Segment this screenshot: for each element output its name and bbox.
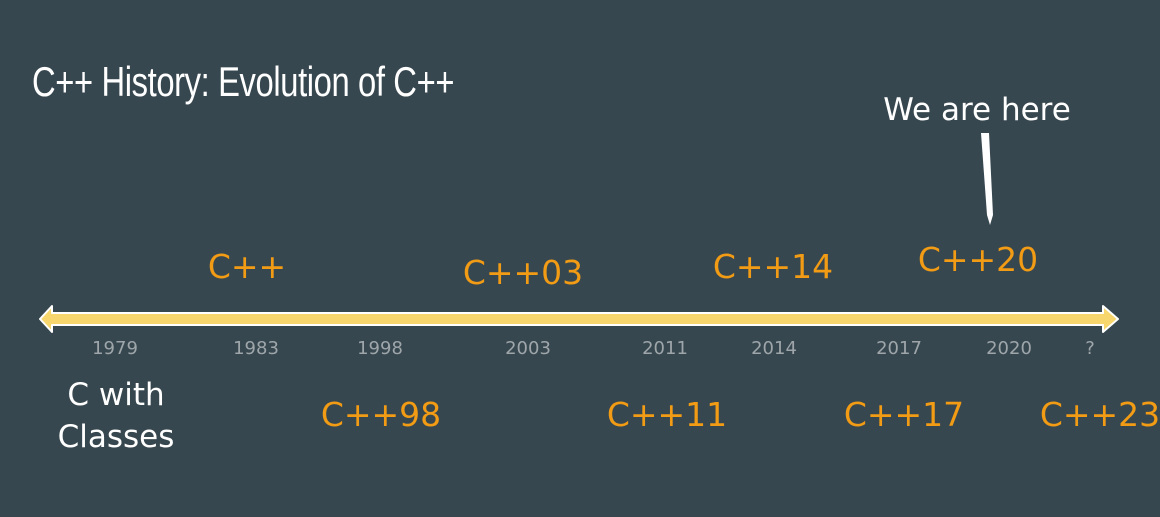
- year-future: ?: [1085, 338, 1095, 359]
- year-2011: 2011: [642, 338, 688, 359]
- page-title: C++ History: Evolution of C++: [32, 58, 455, 105]
- version-cpp03: C++03: [462, 253, 584, 292]
- we-are-here-pointer: [981, 133, 993, 225]
- version-cpp: C++: [207, 247, 287, 286]
- version-cpp98: C++98: [320, 395, 442, 434]
- version-cpp20: C++20: [917, 240, 1039, 279]
- year-1979: 1979: [92, 338, 138, 359]
- year-2003: 2003: [505, 338, 551, 359]
- year-1998: 1998: [357, 338, 403, 359]
- timeline-arrow: [39, 305, 1119, 333]
- version-cpp17: C++17: [843, 395, 965, 434]
- we-are-here-label: We are here: [883, 92, 1071, 128]
- version-cpp23: C++23: [1039, 395, 1160, 434]
- origin-line-1: C with: [67, 377, 165, 413]
- origin-line-2: Classes: [57, 419, 175, 455]
- year-2020: 2020: [986, 338, 1032, 359]
- year-1983: 1983: [233, 338, 279, 359]
- origin-label: C with Classes: [58, 374, 175, 458]
- year-2014: 2014: [751, 338, 797, 359]
- year-2017: 2017: [876, 338, 922, 359]
- version-cpp11: C++11: [606, 395, 728, 434]
- version-cpp14: C++14: [712, 247, 834, 286]
